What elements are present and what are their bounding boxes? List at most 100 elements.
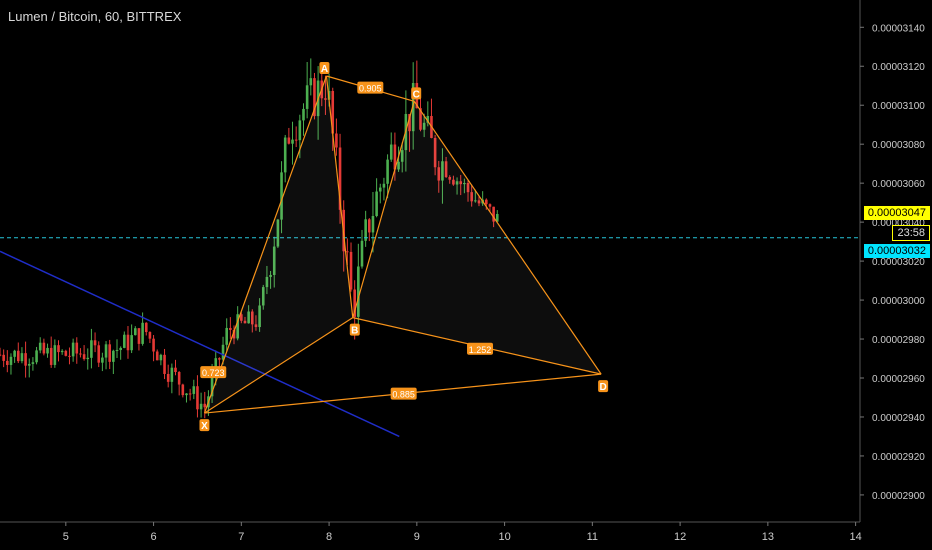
candle-body — [360, 240, 364, 267]
candle-body — [68, 355, 71, 357]
candle-body — [426, 116, 430, 123]
pattern-line-bc — [352, 101, 415, 318]
point-label: A — [321, 64, 328, 75]
last-price-badge: 0.00003047 — [863, 206, 930, 220]
candle-body — [298, 120, 302, 141]
candle-body — [240, 314, 243, 321]
candle-body — [393, 144, 397, 170]
candle-body — [181, 384, 185, 396]
point-label-bg — [411, 87, 422, 100]
candle-body — [444, 161, 448, 178]
ratio-label: 0.723 — [202, 368, 225, 378]
pattern-fill-xab — [204, 75, 353, 414]
candle-body — [133, 328, 137, 336]
candle-body — [144, 322, 148, 333]
candle-body — [119, 347, 122, 351]
y-tick-label: 0.00003120 — [872, 62, 925, 73]
candle-body — [371, 216, 375, 233]
candle-body — [166, 373, 170, 382]
candle-body — [265, 276, 269, 288]
candle-body — [324, 98, 327, 100]
candle-body — [115, 350, 119, 352]
y-tick-label: 0.00003080 — [872, 140, 925, 151]
candle-body — [261, 287, 265, 306]
trendline — [0, 250, 400, 438]
candle-body — [331, 90, 335, 134]
candle-body — [203, 403, 207, 408]
candle-body — [137, 328, 141, 344]
y-tick-label: 0.00003100 — [872, 101, 925, 112]
candle-body — [357, 266, 360, 317]
candle-body — [141, 322, 144, 344]
candle-body — [0, 354, 2, 356]
candle-body — [283, 137, 287, 173]
candle-body — [170, 367, 174, 382]
candle-body — [349, 251, 353, 290]
point-label: B — [351, 326, 358, 337]
candle-body — [152, 338, 155, 352]
candle-body — [250, 311, 254, 325]
candle-body — [185, 393, 188, 396]
candle-body — [294, 139, 298, 141]
candle-body — [364, 219, 367, 241]
point-label-bg — [598, 380, 609, 393]
point-label-bg — [319, 61, 330, 74]
candle-body — [313, 78, 316, 117]
candle-body — [305, 85, 309, 109]
candle-body — [232, 329, 236, 339]
candle-body — [126, 334, 130, 351]
candle-body — [101, 357, 104, 363]
candle-body — [49, 347, 53, 365]
candle-body — [276, 219, 280, 247]
candle-body — [492, 206, 495, 222]
y-tick-label: 0.00002940 — [872, 413, 925, 424]
candle-body — [57, 345, 60, 353]
y-tick-label: 0.00002920 — [872, 452, 925, 463]
candle-body — [155, 351, 159, 361]
candles — [0, 58, 499, 419]
candle-body — [353, 289, 356, 317]
candle-body — [163, 354, 166, 374]
level-price-badge: 0.00003032 — [863, 244, 930, 258]
candle-body — [218, 358, 221, 360]
x-tick-label: 5 — [63, 531, 69, 543]
ratio-label-bg — [200, 366, 227, 379]
ratio-label: 1.252 — [469, 345, 492, 355]
y-tick-label: 0.00002960 — [872, 374, 925, 385]
pattern-line-ab — [325, 75, 354, 318]
candle-body — [378, 187, 382, 192]
candle-body — [272, 246, 276, 275]
candle-body — [258, 305, 261, 328]
candle-body — [31, 362, 35, 364]
ratio-label: 0.905 — [359, 84, 382, 94]
candle-body — [287, 137, 291, 144]
candle-body — [254, 324, 258, 328]
candle-body — [291, 139, 294, 144]
candle-body — [130, 335, 133, 351]
candle-body — [38, 342, 42, 351]
candle-body — [433, 137, 437, 168]
candle-body — [177, 372, 181, 385]
point-label: X — [201, 421, 208, 432]
pattern-line-xb — [204, 317, 354, 414]
ratio-label-bg — [467, 342, 494, 355]
candle-body — [188, 393, 192, 395]
candle-body — [488, 204, 492, 207]
candle-body — [93, 340, 97, 346]
candle-body — [448, 177, 452, 180]
candle-body — [474, 200, 477, 202]
candle-body — [64, 350, 68, 356]
candle-body — [192, 386, 196, 394]
candle-body — [97, 345, 101, 363]
candle-body — [24, 353, 27, 366]
point-label-bg — [349, 323, 360, 336]
axes: 0.00002900 0.00002920 0.00002940 0.00002960… — [0, 0, 925, 543]
y-tick-label: 0.00003140 — [872, 23, 925, 34]
candle-body — [400, 150, 404, 162]
candle-body — [309, 78, 313, 86]
candle-body — [196, 386, 199, 410]
candle-body — [495, 214, 499, 222]
candle-body — [148, 332, 152, 339]
x-tick-label: 10 — [498, 531, 510, 543]
